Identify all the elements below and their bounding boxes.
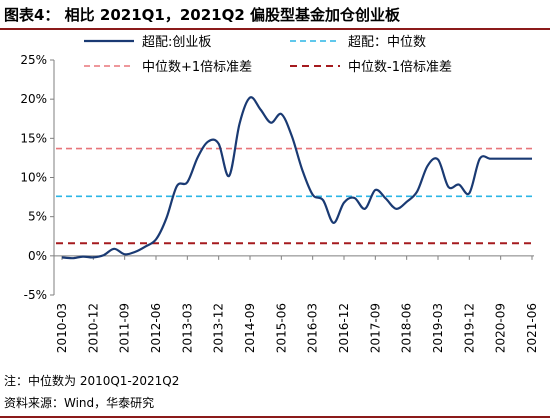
legend-label-main: 超配:创业板 — [142, 35, 211, 50]
x-tick-label: 2021-06 — [525, 303, 539, 353]
x-tick-label: 2013-12 — [212, 303, 226, 353]
x-tick-label: 2012-06 — [149, 303, 163, 353]
x-tick-label: 2018-06 — [400, 303, 414, 353]
x-tick-label: 2020-09 — [494, 303, 508, 353]
x-tick-label: 2017-09 — [368, 303, 382, 353]
reference-lines — [56, 147, 534, 245]
x-tick-label: 2013-03 — [180, 303, 194, 353]
x-tick-label: 2016-12 — [337, 303, 351, 353]
y-tick-label: 15% — [20, 131, 47, 145]
x-tick-label: 2010-12 — [86, 303, 100, 353]
y-tick-label: 10% — [20, 171, 47, 185]
chart-footnote: 注：中位数为 2010Q1-2021Q2 — [4, 374, 180, 388]
legend-label-minus: 中位数-1倍标准差 — [348, 60, 452, 75]
x-tick-label: 2015-06 — [274, 303, 288, 353]
y-tick-label: 0% — [28, 249, 47, 263]
y-tick-label: 20% — [20, 92, 47, 106]
plot-area — [61, 96, 532, 260]
x-tick-label: 2014-09 — [243, 303, 257, 353]
legend-label-median: 超配：中位数 — [348, 35, 426, 50]
y-tick-label: -5% — [24, 288, 47, 302]
legend-label-plus: 中位数+1倍标准差 — [142, 60, 252, 75]
chart-source: 资料来源：Wind，华泰研究 — [4, 396, 155, 410]
y-tick-label: 25% — [20, 53, 47, 67]
bottom-divider — [0, 416, 550, 418]
y-axis: -5% 0% 5% 10% 15% 20% 25% — [20, 53, 55, 302]
x-axis: 2010-03 2010-12 2011-09 2012-06 2013-03 2013-… — [54, 255, 539, 353]
series-line-chuangyeban — [61, 96, 532, 260]
x-tick-label: 2019-12 — [462, 303, 476, 353]
x-tick-label: 2011-09 — [118, 303, 132, 353]
y-tick-label: 5% — [28, 210, 47, 224]
title-divider — [0, 28, 550, 30]
x-tick-label: 2010-03 — [55, 303, 69, 353]
x-tick-label: 2016-03 — [306, 303, 320, 353]
chart-title: 图表4： 相比 2021Q1，2021Q2 偏股型基金加仓创业板 — [4, 6, 400, 24]
x-tick-label: 2019-03 — [431, 303, 445, 353]
